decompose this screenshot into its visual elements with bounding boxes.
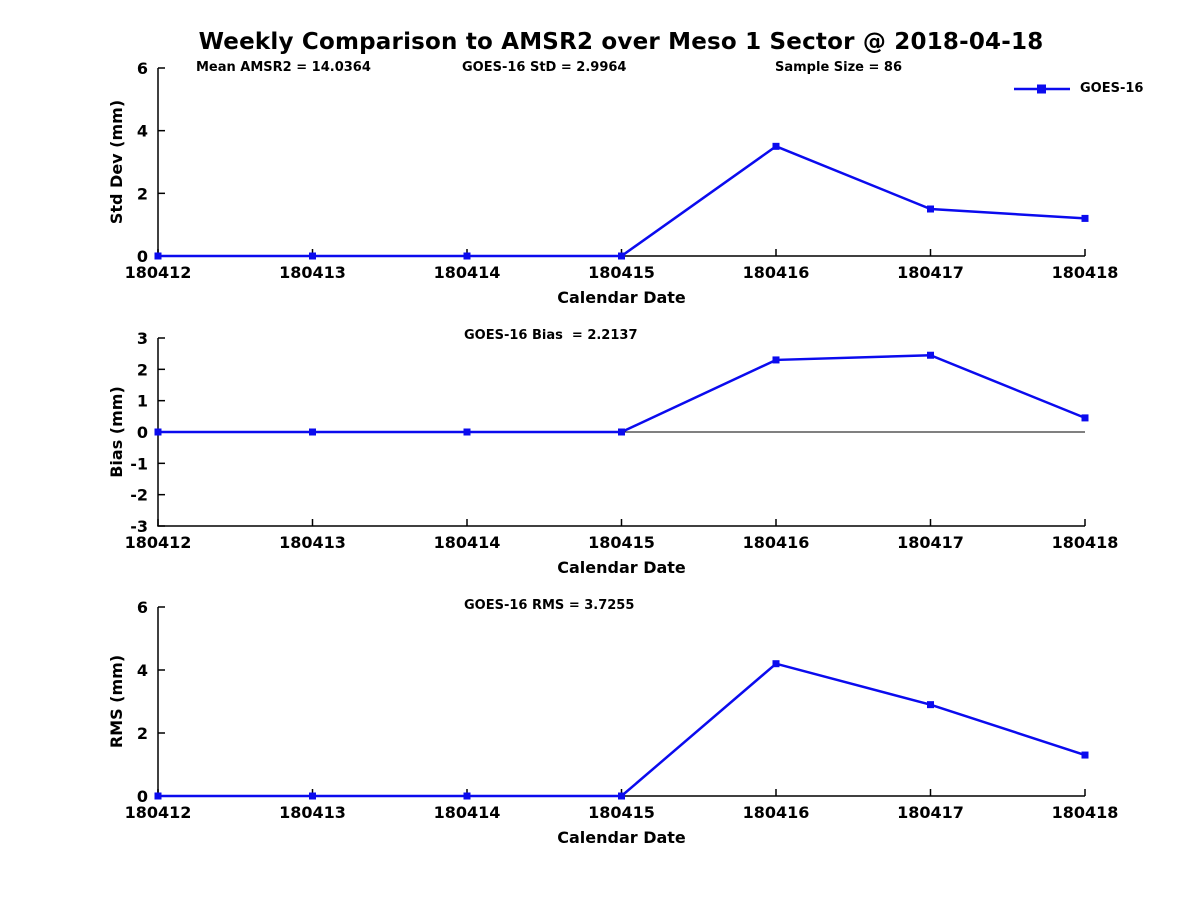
data-point-marker xyxy=(1081,214,1089,222)
annotation-sample-size: Sample Size = 86 xyxy=(775,60,903,75)
y-tick-label: 4 xyxy=(137,661,148,680)
y-tick-label: 3 xyxy=(137,329,148,348)
y-tick-label: 0 xyxy=(137,423,148,442)
x-tick-label: 180414 xyxy=(434,263,501,282)
y-tick-label: -2 xyxy=(130,486,148,505)
x-axis-title: Calendar Date xyxy=(557,288,686,307)
x-tick-label: 180413 xyxy=(279,533,346,552)
data-point-marker xyxy=(154,428,162,436)
data-point-marker xyxy=(927,701,934,709)
x-tick-label: 180417 xyxy=(897,803,964,822)
x-tick-label: 180414 xyxy=(434,533,501,552)
legend-line-marker-icon xyxy=(1014,84,1070,93)
y-tick-label: 2 xyxy=(137,724,148,743)
rms-chart: 0 2 4 6 180412 180413 180414 180415 180416 180417… xyxy=(107,598,1118,847)
y-tick-label: 4 xyxy=(137,122,148,141)
x-tick-label: 180413 xyxy=(279,803,346,822)
y-axis-title: RMS (mm) xyxy=(107,655,126,748)
x-axis-title: Calendar Date xyxy=(557,828,686,847)
legend-series-label: GOES-16 xyxy=(1080,81,1144,96)
data-point-marker xyxy=(154,252,162,260)
y-axis-title: Bias (mm) xyxy=(107,386,126,478)
data-point-marker xyxy=(309,792,316,800)
y-tick-label: -1 xyxy=(130,454,148,473)
y-tick-label: 6 xyxy=(137,598,148,617)
data-point-marker xyxy=(1081,414,1089,422)
data-point-marker xyxy=(463,252,471,260)
annotation-goes16-std: GOES-16 StD = 2.9964 xyxy=(462,60,627,75)
annotation-goes16-rms: GOES-16 RMS = 3.7255 xyxy=(464,598,635,613)
x-tick-label: 180415 xyxy=(588,533,655,552)
y-tick-label: 2 xyxy=(137,184,148,203)
data-point-marker xyxy=(463,792,471,800)
x-tick-label: 180418 xyxy=(1052,803,1119,822)
data-point-marker xyxy=(772,660,780,668)
std-dev-chart: 0 2 4 6 180412 180413 180414 180415 180416 180417… xyxy=(107,59,1118,307)
data-point-marker xyxy=(154,792,162,800)
x-tick-label: 180412 xyxy=(125,263,192,282)
data-point-marker xyxy=(618,252,625,260)
data-point-marker xyxy=(772,356,780,364)
y-tick-label: 2 xyxy=(137,360,148,379)
legend: GOES-16 xyxy=(1013,81,1143,96)
data-point-marker xyxy=(463,428,471,436)
x-tick-label: 180415 xyxy=(588,803,655,822)
x-tick-label: 180415 xyxy=(588,263,655,282)
y-tick-label: 0 xyxy=(137,247,148,266)
goes-16-line xyxy=(158,662,1086,798)
x-tick-label: 180417 xyxy=(897,263,964,282)
data-point-marker xyxy=(927,351,934,359)
x-tick-label: 180418 xyxy=(1052,533,1119,552)
x-tick-label: 180418 xyxy=(1052,263,1119,282)
x-tick-label: 180417 xyxy=(897,533,964,552)
x-tick-label: 180413 xyxy=(279,263,346,282)
data-point-marker xyxy=(618,428,625,436)
x-tick-label: 180416 xyxy=(743,263,810,282)
x-tick-label: 180414 xyxy=(434,803,501,822)
x-tick-label: 180412 xyxy=(125,803,192,822)
y-tick-label: 0 xyxy=(137,787,148,806)
y-axis-title: Std Dev (mm) xyxy=(107,100,126,224)
x-tick-label: 180416 xyxy=(743,803,810,822)
figure-title: Weekly Comparison to AMSR2 over Meso 1 S… xyxy=(198,29,1044,55)
goes-16-line xyxy=(158,353,1086,434)
annotation-goes16-bias: GOES-16 Bias = 2.2137 xyxy=(464,328,638,343)
data-point-marker xyxy=(618,792,625,800)
y-tick-label: -3 xyxy=(130,517,148,536)
y-tick-label: 1 xyxy=(137,392,148,411)
data-point-marker xyxy=(927,205,934,213)
data-point-marker xyxy=(1081,751,1089,759)
y-tick-label: 6 xyxy=(137,59,148,78)
data-point-marker xyxy=(772,142,780,150)
goes-16-line xyxy=(158,144,1086,258)
annotation-mean-amsr2: Mean AMSR2 = 14.0364 xyxy=(196,60,371,75)
x-tick-label: 180416 xyxy=(743,533,810,552)
data-point-marker xyxy=(309,252,316,260)
x-tick-label: 180412 xyxy=(125,533,192,552)
x-axis-title: Calendar Date xyxy=(557,558,686,577)
data-point-marker xyxy=(309,428,316,436)
